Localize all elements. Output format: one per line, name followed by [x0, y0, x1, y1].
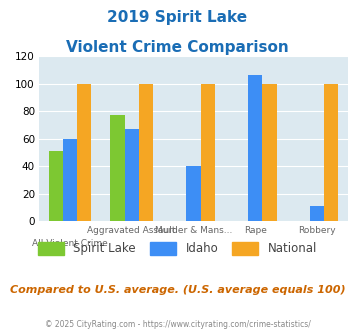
- Text: Aggravated Assault: Aggravated Assault: [87, 226, 176, 235]
- Text: Compared to U.S. average. (U.S. average equals 100): Compared to U.S. average. (U.S. average …: [10, 285, 345, 295]
- Bar: [125, 129, 139, 221]
- Text: 2019 Spirit Lake: 2019 Spirit Lake: [108, 10, 247, 25]
- Bar: [77, 83, 91, 221]
- Text: Murder & Mans...: Murder & Mans...: [155, 226, 232, 235]
- Text: © 2025 CityRating.com - https://www.cityrating.com/crime-statistics/: © 2025 CityRating.com - https://www.city…: [45, 320, 310, 329]
- Bar: [310, 206, 324, 221]
- Bar: [139, 83, 153, 221]
- Text: Robbery: Robbery: [298, 226, 336, 235]
- Text: Rape: Rape: [244, 226, 267, 235]
- Bar: [49, 151, 63, 221]
- Bar: [110, 115, 125, 221]
- Bar: [186, 166, 201, 221]
- Bar: [201, 83, 215, 221]
- Bar: [324, 83, 338, 221]
- Bar: [248, 75, 262, 221]
- Text: All Violent Crime: All Violent Crime: [32, 239, 108, 248]
- Legend: Spirit Lake, Idaho, National: Spirit Lake, Idaho, National: [33, 237, 322, 260]
- Text: Violent Crime Comparison: Violent Crime Comparison: [66, 40, 289, 54]
- Bar: [63, 139, 77, 221]
- Bar: [262, 83, 277, 221]
